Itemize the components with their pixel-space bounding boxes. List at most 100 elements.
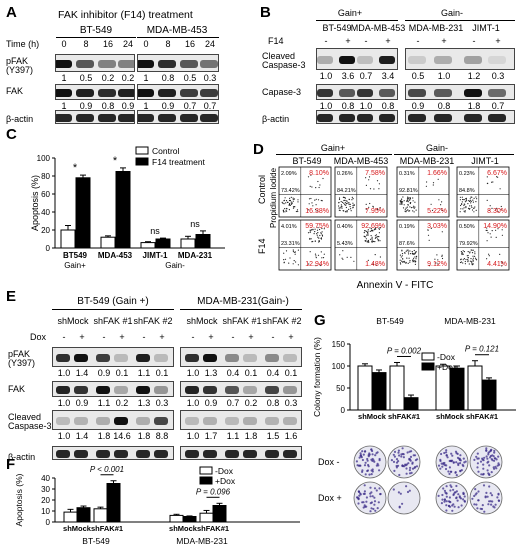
- blot-band: [56, 450, 70, 458]
- event-dot: [320, 237, 322, 240]
- event-dot: [292, 198, 294, 200]
- event-dot: [294, 206, 296, 208]
- blot-band: [138, 60, 154, 68]
- colony: [493, 449, 496, 452]
- legend-label: F14 treatment: [152, 157, 206, 167]
- event-dot: [345, 203, 348, 205]
- event-dot: [342, 201, 344, 203]
- event-dot: [432, 184, 434, 186]
- blot-band: [96, 354, 110, 362]
- colony: [371, 453, 374, 456]
- panel-a-quant: 0.9: [161, 101, 175, 111]
- blot-band: [488, 114, 506, 122]
- event-dot: [353, 204, 355, 206]
- colony: [450, 452, 453, 455]
- blot-band: [114, 386, 128, 394]
- event-dot: [292, 207, 295, 209]
- colony: [448, 496, 451, 499]
- legend-swatch: [199, 466, 213, 475]
- bar: [76, 507, 91, 523]
- colony: [401, 447, 404, 450]
- colony: [486, 461, 489, 464]
- colony: [401, 502, 404, 505]
- event-dot: [402, 207, 405, 209]
- western-blot: [180, 446, 302, 460]
- event-dot: [464, 263, 466, 265]
- panel-f-label: F: [6, 456, 16, 473]
- colony: [392, 488, 395, 491]
- event-dot: [400, 256, 402, 258]
- event-dot: [460, 261, 463, 263]
- colony: [497, 492, 500, 495]
- quadrant-value: 7.58%: [365, 170, 385, 177]
- y-tick-label: 10: [41, 507, 50, 516]
- western-blot: [180, 381, 302, 397]
- colony: [462, 457, 465, 460]
- panel-e-quant: 0.4: [226, 368, 240, 378]
- event-dot: [467, 257, 469, 259]
- panel-b-quant: 0.9: [411, 101, 425, 111]
- quadrant-value: 3.03%: [427, 223, 447, 230]
- blot-band: [180, 60, 198, 68]
- event-dot: [462, 198, 464, 201]
- blot-band: [283, 354, 297, 362]
- event-dot: [374, 241, 376, 243]
- event-dot: [363, 235, 365, 237]
- colony: [460, 469, 463, 472]
- event-dot: [469, 205, 471, 207]
- colony: [370, 469, 373, 472]
- quadrant-value: 12.94%: [305, 261, 329, 268]
- event-dot: [401, 260, 403, 262]
- colony: [401, 464, 404, 467]
- event-dot: [369, 230, 371, 232]
- blot-band: [76, 60, 94, 68]
- bar: [212, 505, 227, 523]
- event-dot: [375, 234, 377, 236]
- western-blot: [405, 84, 515, 100]
- event-dot: [459, 211, 461, 213]
- event-dot: [315, 187, 317, 189]
- blot-band: [203, 450, 217, 458]
- event-dot: [373, 229, 375, 231]
- y-tick-label: 30: [41, 485, 50, 494]
- panel-b-quant: 0.8: [381, 101, 395, 111]
- colony: [441, 465, 444, 468]
- panel-e-shrna-label: shFAK #1: [93, 316, 133, 326]
- colony: [455, 461, 458, 464]
- event-dot: [370, 235, 372, 237]
- event-dot: [339, 209, 341, 212]
- x-tick-label: shFAK#1: [197, 524, 229, 533]
- blot-band: [203, 417, 217, 425]
- blot-band: [185, 450, 199, 458]
- colony: [414, 459, 417, 462]
- event-dot: [414, 206, 416, 208]
- event-dot: [313, 233, 315, 235]
- panel-e-row-label: FAK: [8, 384, 26, 394]
- colony: [440, 502, 443, 505]
- western-blot: [180, 347, 302, 367]
- colony: [390, 459, 393, 462]
- event-dot: [321, 231, 323, 233]
- group-label: MDA-MB-231: [444, 316, 496, 326]
- colony: [408, 469, 411, 472]
- event-dot: [459, 199, 461, 201]
- event-dot: [402, 261, 404, 263]
- colony: [460, 504, 463, 507]
- event-dot: [310, 229, 312, 231]
- event-dot: [372, 263, 374, 265]
- colony: [376, 507, 379, 510]
- colony: [490, 471, 493, 474]
- panel-b-quant: 0.8: [341, 101, 355, 111]
- colony: [405, 485, 408, 488]
- event-dot: [346, 200, 348, 202]
- event-dot: [464, 260, 466, 263]
- legend-swatch: [421, 362, 435, 371]
- panel-e-quant: 1.8: [97, 431, 111, 441]
- colony: [455, 497, 458, 500]
- panel-e-row-label: β-actin: [8, 452, 36, 462]
- blot-band: [434, 56, 452, 64]
- panel-a-underline: [137, 37, 219, 38]
- event-dot: [462, 250, 464, 252]
- colony: [477, 470, 480, 473]
- event-dot: [415, 258, 417, 260]
